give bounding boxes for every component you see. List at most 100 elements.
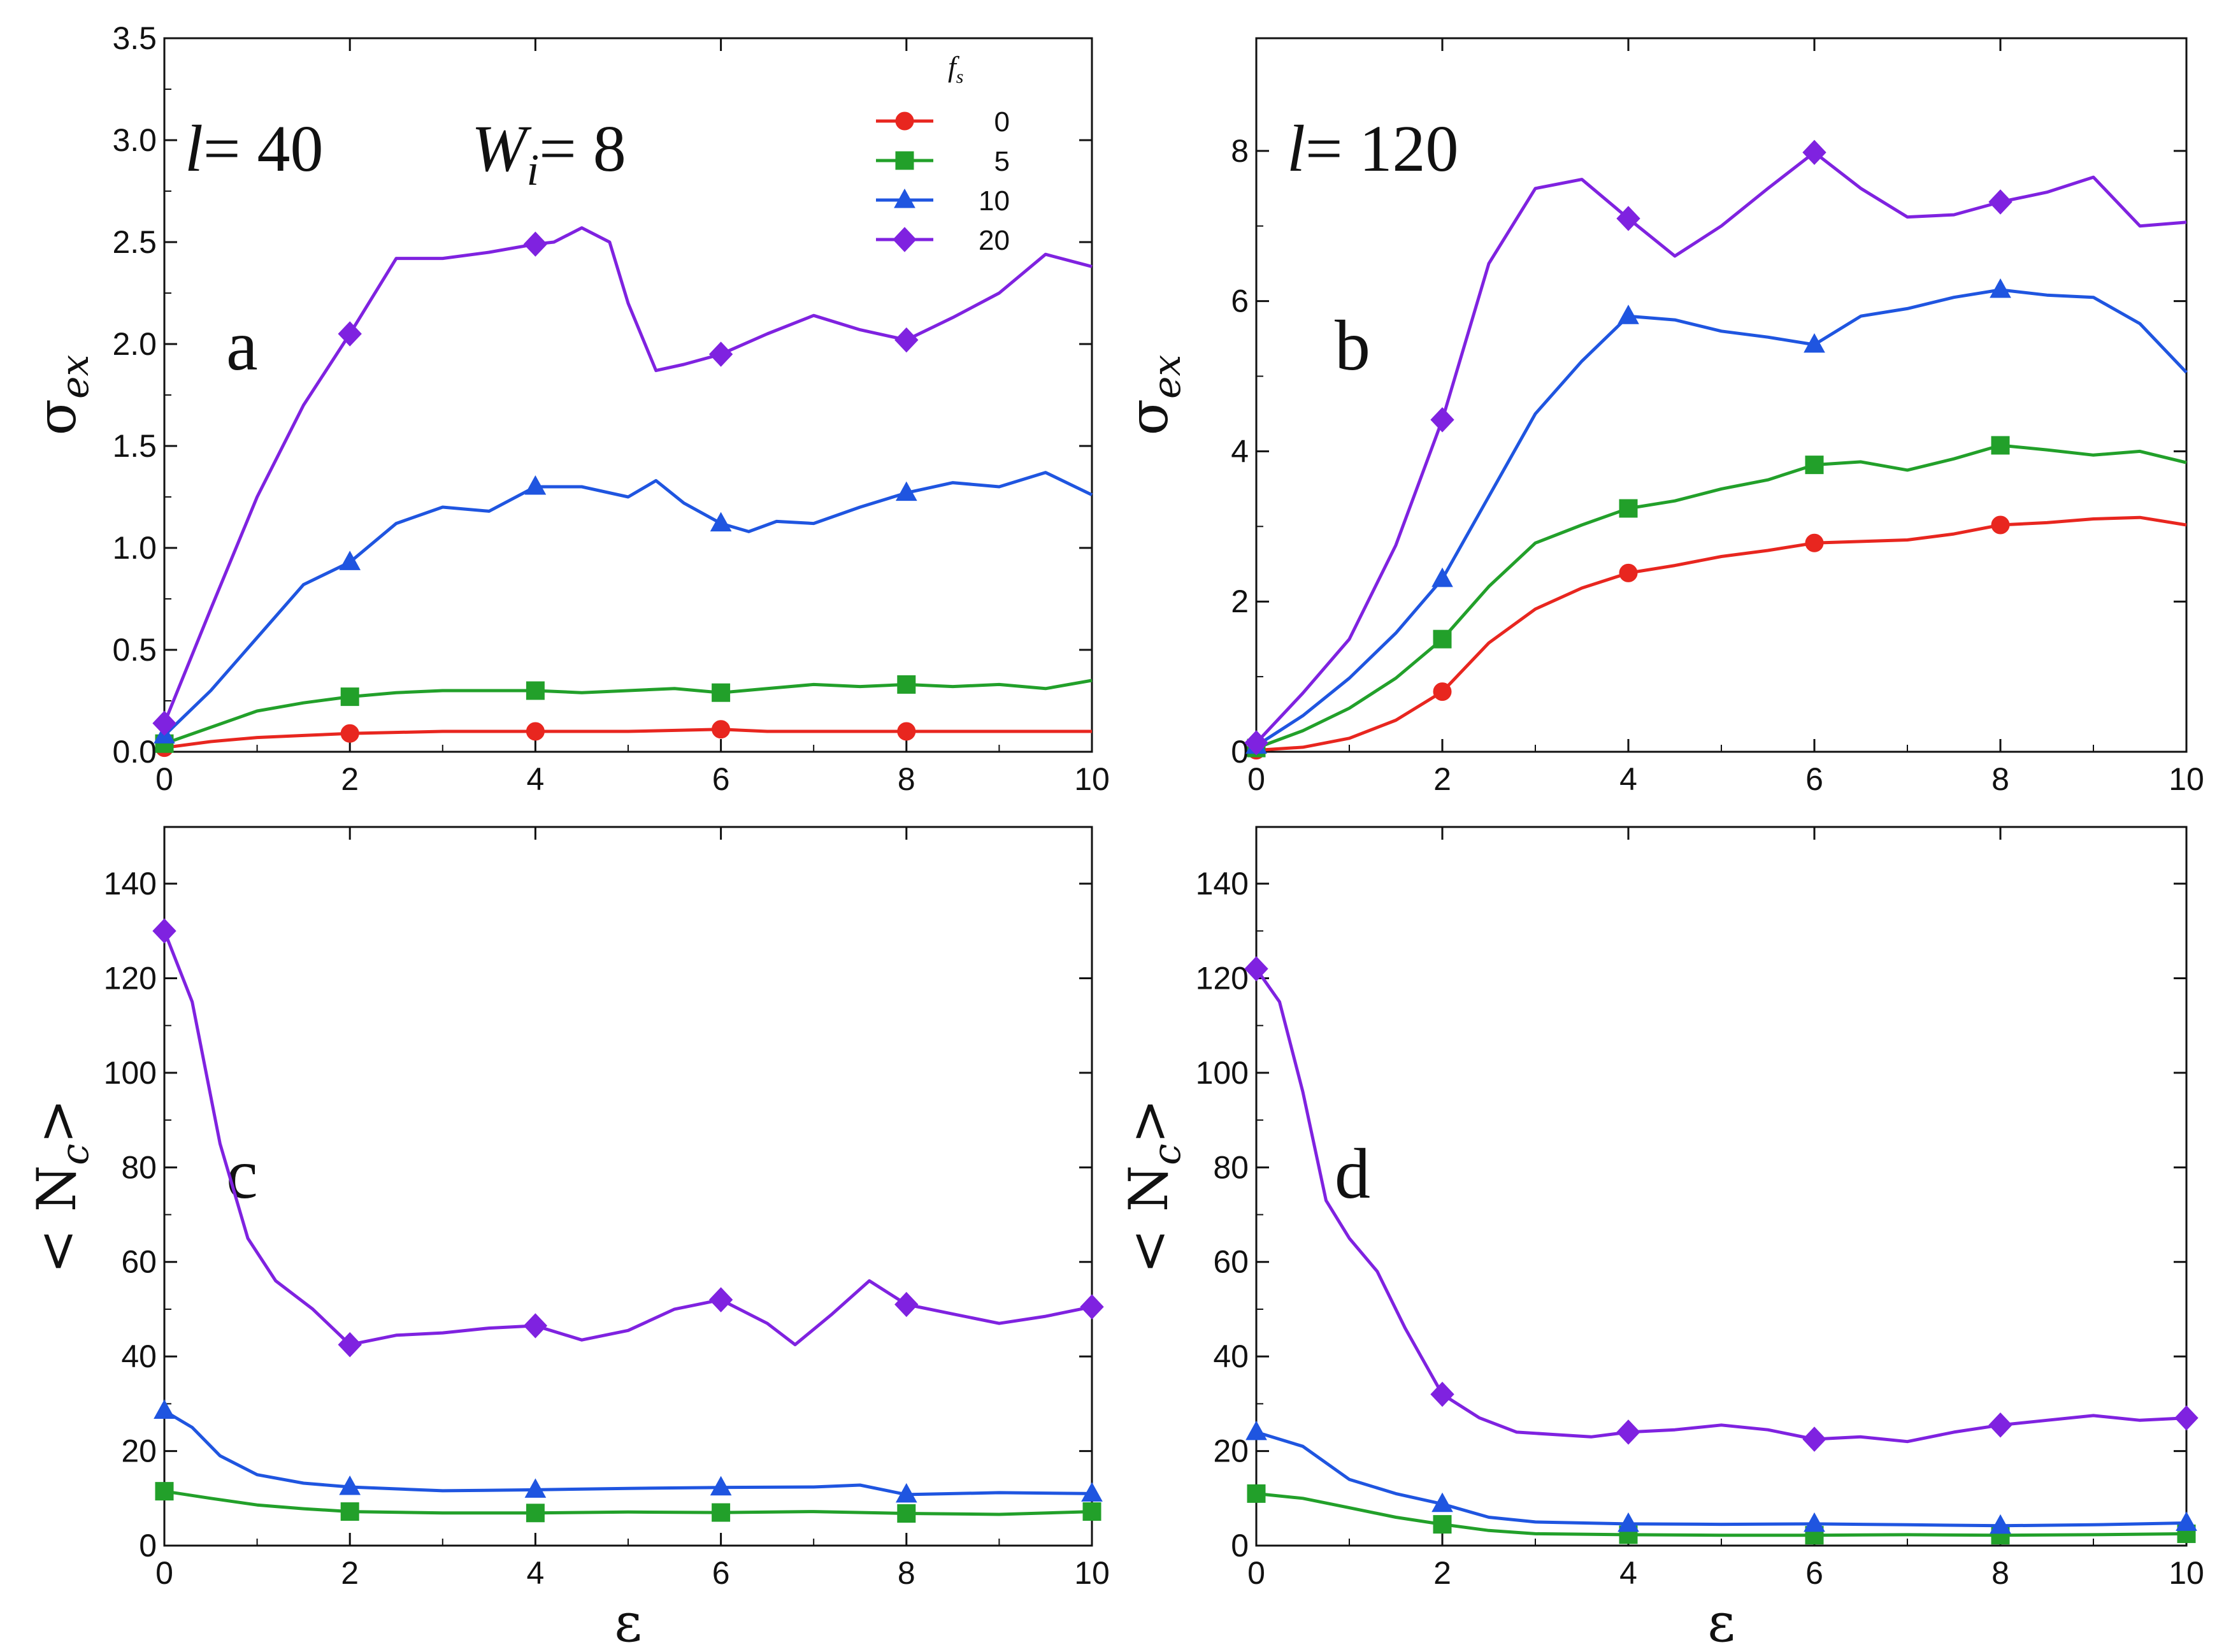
series-line-20 <box>1254 968 2187 1444</box>
data-point-10 <box>2176 1511 2197 1531</box>
y-tick-label: 80 <box>1213 1149 1249 1185</box>
data-point-10 <box>710 512 732 532</box>
data-point-20 <box>152 710 176 736</box>
series-line-5 <box>1256 443 2187 750</box>
y-axis-label: σex <box>25 355 97 436</box>
y-tick-label: 80 <box>121 1149 157 1185</box>
x-tick-label: 4 <box>1619 1555 1637 1591</box>
legend-marker <box>895 111 914 131</box>
data-point-10 <box>710 1476 732 1496</box>
legend-entry: 0 <box>876 106 1010 138</box>
data-point-10 <box>1990 278 2011 298</box>
data-point-10 <box>524 475 547 495</box>
x-tick-label: 8 <box>1991 1555 2009 1591</box>
data-point-10 <box>1245 1420 1267 1440</box>
panel-letter-d: d <box>1335 1135 1370 1214</box>
data-point-10 <box>339 1475 361 1495</box>
annotation-l-a: l= 40 <box>185 112 324 185</box>
data-point-5 <box>1082 1502 1101 1521</box>
data-point-20 <box>894 1291 919 1318</box>
y-tick-label: 2.0 <box>112 326 157 362</box>
y-tick-label: 40 <box>121 1339 157 1374</box>
x-tick-label: 2 <box>341 1555 359 1591</box>
x-tick-label: 6 <box>1805 761 1823 797</box>
data-point-0 <box>1991 515 2010 535</box>
data-point-5 <box>1433 629 1452 649</box>
y-tick-label: 3.5 <box>112 20 157 56</box>
data-point-10 <box>524 1478 547 1498</box>
series-10 <box>1245 1420 2197 1534</box>
data-point-20 <box>1430 1381 1454 1407</box>
x-tick-label: 10 <box>1074 761 1110 797</box>
data-point-10 <box>154 1399 175 1419</box>
data-point-10 <box>1804 333 1825 353</box>
y-tick-label: 1.0 <box>112 530 157 566</box>
data-point-0 <box>1619 563 1638 582</box>
series-line-0 <box>1256 515 2187 752</box>
x-tick-label: 2 <box>341 761 359 797</box>
data-point-10 <box>895 481 917 501</box>
series-line-20 <box>1255 150 2187 744</box>
y-tick-label: 100 <box>1196 1055 1249 1091</box>
y-tick-label: 2 <box>1231 584 1249 619</box>
data-point-20 <box>1244 956 1268 982</box>
data-point-20 <box>1988 189 2013 215</box>
data-point-10 <box>1618 305 1639 324</box>
data-point-10 <box>1081 1482 1103 1502</box>
data-point-20 <box>1430 407 1454 433</box>
series-line-10 <box>163 1409 1093 1497</box>
y-tick-label: 4 <box>1231 433 1249 469</box>
x-tick-label: 6 <box>712 1555 730 1591</box>
data-point-5 <box>897 1504 916 1523</box>
y-tick-label: 60 <box>1213 1244 1249 1280</box>
data-point-20 <box>2174 1405 2199 1431</box>
data-point-20 <box>708 341 733 367</box>
series-10 <box>154 471 1093 743</box>
data-point-20 <box>152 918 176 944</box>
annotation-wi: Wi= 8 <box>471 112 626 195</box>
data-point-5 <box>340 687 359 707</box>
y-tick-label: 20 <box>121 1433 157 1469</box>
series-5 <box>155 675 1093 753</box>
x-tick-label: 2 <box>1433 1555 1451 1591</box>
series-5 <box>155 1482 1101 1523</box>
y-tick-label: 120 <box>104 960 157 996</box>
data-point-20 <box>1802 140 1826 165</box>
data-point-20 <box>1988 1412 2013 1438</box>
x-axis-label: ε <box>1707 1591 1735 1652</box>
data-point-0 <box>340 724 359 743</box>
x-tick-label: 0 <box>155 761 173 797</box>
data-point-20 <box>338 1332 362 1358</box>
data-point-5 <box>1433 1515 1452 1534</box>
series-line-0 <box>164 728 1092 750</box>
panel-b: 0 2 4 6 8 10 0 2 4 6 8 σex b <box>1117 37 2204 797</box>
data-point-5 <box>1247 1484 1266 1503</box>
series-line-10 <box>1255 288 2188 747</box>
data-point-5 <box>897 675 916 694</box>
panel-letter-c: c <box>226 1135 258 1214</box>
data-point-20 <box>894 327 919 353</box>
data-point-5 <box>712 1503 731 1522</box>
y-tick-label: 0 <box>139 1528 157 1563</box>
y-tick-label: 0.0 <box>112 734 157 770</box>
x-tick-label: 4 <box>1619 761 1637 797</box>
x-tick-label: 4 <box>526 761 544 797</box>
legend: fs 0 5 10 20 <box>876 50 1010 256</box>
data-point-20 <box>1244 730 1268 756</box>
panel-letter-b: b <box>1335 306 1370 385</box>
data-point-20 <box>1802 1426 1826 1452</box>
data-point-10 <box>1618 1512 1639 1532</box>
data-point-20 <box>1616 1419 1640 1445</box>
x-tick-label: 6 <box>1805 1555 1823 1591</box>
data-point-5 <box>712 683 731 702</box>
legend-label: 5 <box>994 146 1010 177</box>
x-tick-label: 4 <box>526 1555 544 1591</box>
y-axis-label: < Nc> <box>1117 1099 1189 1274</box>
data-point-10 <box>1431 1492 1453 1512</box>
data-point-10 <box>1804 1512 1825 1532</box>
x-tick-label: 10 <box>2169 761 2204 797</box>
x-tick-label: 6 <box>712 761 730 797</box>
